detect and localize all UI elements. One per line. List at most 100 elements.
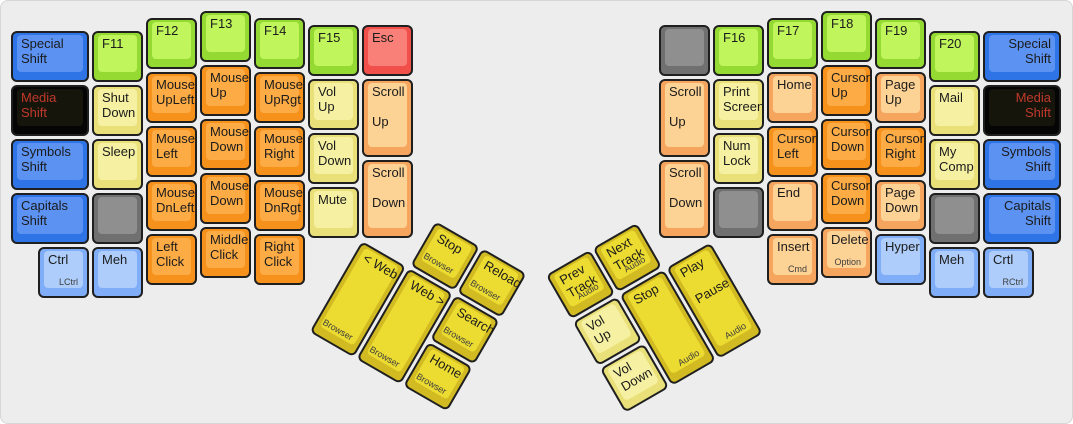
keytop bbox=[881, 129, 920, 167]
key-meh-right[interactable]: Meh bbox=[929, 247, 980, 299]
key-label: Ctrl bbox=[48, 252, 69, 268]
keytop bbox=[719, 136, 758, 174]
keytop bbox=[152, 129, 191, 167]
key-vol-up-left[interactable]: Vol Up bbox=[308, 78, 359, 130]
key-blank-right-top[interactable] bbox=[659, 24, 710, 76]
keytop bbox=[98, 197, 137, 235]
keytop bbox=[773, 129, 812, 167]
key-label: Meh bbox=[102, 252, 128, 268]
key-blank-left[interactable] bbox=[92, 193, 143, 245]
key-meh-left[interactable]: Meh bbox=[92, 247, 143, 299]
key-blank-right-mid[interactable] bbox=[713, 186, 764, 238]
key-home-right[interactable]: Home bbox=[767, 71, 818, 123]
key-f14[interactable]: F14 bbox=[254, 17, 305, 69]
key-scroll-down-right[interactable]: Scroll Down bbox=[659, 159, 710, 238]
key-esc[interactable]: Esc bbox=[362, 24, 413, 76]
key-media-shift-right[interactable]: Media Shift bbox=[983, 85, 1061, 137]
key-insert[interactable]: Insert Cmd bbox=[767, 233, 818, 285]
key-f20[interactable]: F20 bbox=[929, 31, 980, 83]
key-f15[interactable]: F15 bbox=[308, 24, 359, 76]
key-label: Mouse Down bbox=[210, 178, 250, 208]
key-left-click[interactable]: Left Click bbox=[146, 233, 197, 285]
key-label: Cursor Down bbox=[831, 178, 871, 208]
key-ctrl-left[interactable]: Ctrl LCtrl bbox=[38, 247, 89, 299]
key-label: Scroll Up bbox=[372, 83, 405, 129]
key-label: Vol Up bbox=[318, 83, 337, 114]
key-mouse-right[interactable]: Mouse Right bbox=[254, 125, 305, 177]
key-capitals-shift-left[interactable]: Capitals Shift bbox=[11, 193, 89, 245]
key-page-up[interactable]: Page Up bbox=[875, 71, 926, 123]
key-label: Hyper bbox=[885, 238, 920, 254]
key-scroll-up-left[interactable]: Scroll Up bbox=[362, 78, 413, 157]
key-special-shift-right[interactable]: Special Shift bbox=[983, 31, 1061, 83]
key-scroll-up-right[interactable]: Scroll Up bbox=[659, 78, 710, 157]
key-mouse-uprgt[interactable]: Mouse UpRgt bbox=[254, 71, 305, 123]
keytop bbox=[989, 251, 1028, 289]
key-cursor-down-upper[interactable]: Cursor Down bbox=[821, 119, 872, 170]
key-f12[interactable]: F12 bbox=[146, 17, 197, 69]
key-cursor-up[interactable]: Cursor Up bbox=[821, 65, 872, 116]
key-f11[interactable]: F11 bbox=[92, 31, 143, 83]
key-cursor-right[interactable]: Cursor Right bbox=[875, 125, 926, 177]
key-mouse-down-lower[interactable]: Mouse Down bbox=[200, 173, 251, 224]
key-mouse-down-upper[interactable]: Mouse Down bbox=[200, 119, 251, 170]
key-f18[interactable]: F18 bbox=[821, 11, 872, 62]
key-num-lock[interactable]: Num Lock bbox=[713, 132, 764, 184]
key-media-shift-left[interactable]: Media Shift bbox=[11, 85, 89, 137]
key-mail[interactable]: Mail bbox=[929, 85, 980, 137]
keytop bbox=[152, 75, 191, 113]
key-label: Esc bbox=[372, 29, 394, 45]
key-middle-click[interactable]: Middle Click bbox=[200, 227, 251, 278]
key-mouse-up[interactable]: Mouse Up bbox=[200, 65, 251, 116]
key-delete[interactable]: Delete Option bbox=[821, 227, 872, 278]
keytop bbox=[98, 143, 137, 181]
key-sleep[interactable]: Sleep bbox=[92, 139, 143, 191]
key-mute[interactable]: Mute bbox=[308, 186, 359, 238]
key-shut-down[interactable]: Shut Down bbox=[92, 85, 143, 137]
key-label: Mouse Left bbox=[156, 130, 196, 161]
key-print-screen[interactable]: Print Screen bbox=[713, 78, 764, 130]
key-f16[interactable]: F16 bbox=[713, 24, 764, 76]
keytop bbox=[989, 143, 1055, 181]
key-f13[interactable]: F13 bbox=[200, 11, 251, 62]
key-label: F19 bbox=[885, 22, 908, 38]
key-cursor-left[interactable]: Cursor Left bbox=[767, 125, 818, 177]
key-special-shift-left[interactable]: Special Shift bbox=[11, 31, 89, 83]
key-label: Media Shift bbox=[21, 90, 57, 121]
key-label: Mouse DnLeft bbox=[156, 184, 196, 215]
key-symbols-shift-right[interactable]: Symbols Shift bbox=[983, 139, 1061, 191]
key-mouse-dnrgt[interactable]: Mouse DnRgt bbox=[254, 179, 305, 231]
key-crtl-right[interactable]: Crtl RCtrl bbox=[983, 247, 1034, 299]
key-mouse-dnleft[interactable]: Mouse DnLeft bbox=[146, 179, 197, 231]
keytop bbox=[368, 28, 407, 66]
key-right-click[interactable]: Right Click bbox=[254, 233, 305, 285]
key-hyper[interactable]: Hyper bbox=[875, 233, 926, 285]
keytop bbox=[827, 69, 866, 106]
keytop bbox=[98, 251, 137, 289]
key-page-down[interactable]: Page Down bbox=[875, 179, 926, 231]
key-f17[interactable]: F17 bbox=[767, 17, 818, 69]
key-f19[interactable]: F19 bbox=[875, 17, 926, 69]
keytop bbox=[935, 197, 974, 235]
key-mouse-upleft[interactable]: Mouse UpLeft bbox=[146, 71, 197, 123]
key-mouse-left[interactable]: Mouse Left bbox=[146, 125, 197, 177]
keytop bbox=[260, 237, 299, 275]
keytop bbox=[152, 237, 191, 275]
key-label: F15 bbox=[318, 29, 341, 45]
key-my-comp[interactable]: My Comp bbox=[929, 139, 980, 191]
key-cursor-down-lower[interactable]: Cursor Down bbox=[821, 173, 872, 224]
keytop bbox=[989, 197, 1055, 235]
key-capitals-shift-right[interactable]: Capitals Shift bbox=[983, 193, 1061, 245]
keytop bbox=[881, 75, 920, 113]
keytop bbox=[773, 75, 812, 113]
key-blank-right-low[interactable] bbox=[929, 193, 980, 245]
key-end[interactable]: End bbox=[767, 179, 818, 231]
key-scroll-down-left[interactable]: Scroll Down bbox=[362, 159, 413, 238]
keytop bbox=[17, 143, 83, 181]
key-vol-down-left[interactable]: Vol Down bbox=[308, 132, 359, 184]
key-label: Special Shift bbox=[21, 36, 64, 67]
key-symbols-shift-left[interactable]: Symbols Shift bbox=[11, 139, 89, 191]
keytop bbox=[773, 237, 812, 275]
key-label: F16 bbox=[723, 29, 746, 45]
